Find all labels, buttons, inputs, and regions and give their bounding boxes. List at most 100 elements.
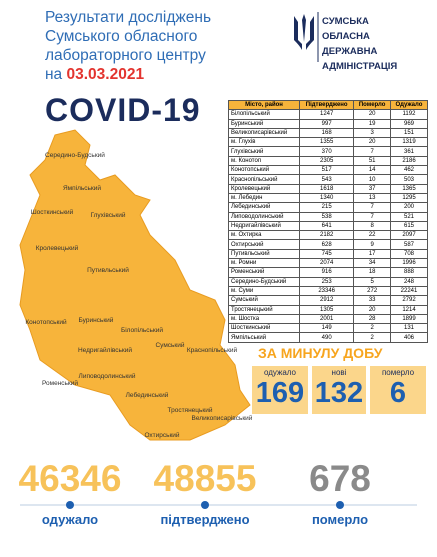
box-label: одужало xyxy=(263,368,297,377)
table-cell: 361 xyxy=(389,146,429,157)
table-cell: 14 xyxy=(353,165,391,176)
table-cell: м. Охтирка xyxy=(227,230,301,241)
table-cell: 7 xyxy=(353,202,391,213)
table-cell: Охтирський xyxy=(227,239,301,250)
table-row: м. Конотоп 2305 51 2186 xyxy=(227,155,429,167)
table-cell: 1295 xyxy=(389,192,429,204)
title-line: Результати досліджень xyxy=(45,9,212,26)
table-row: Буринський 997 19 969 xyxy=(227,118,429,129)
table-cell: 168 xyxy=(299,127,355,139)
region-label: Білопільський xyxy=(121,326,163,334)
table-cell: 20 xyxy=(353,109,391,120)
table-cell: 1305 xyxy=(299,304,355,315)
region-label: Кролевецький xyxy=(36,244,79,252)
table-cell: 370 xyxy=(299,146,355,157)
table-cell: 34 xyxy=(353,258,391,269)
table-cell: 503 xyxy=(389,174,429,185)
title-line: лабораторного центру xyxy=(45,47,206,64)
table-row: Липоводолинський 538 7 521 xyxy=(227,211,429,222)
table-row: Лебединський 215 7 200 xyxy=(227,202,429,213)
total-value: 46346 xyxy=(18,458,122,499)
region-label: Охтирський xyxy=(144,431,179,439)
table-cell: м. Суми xyxy=(227,285,301,297)
region-label: Тростянецький xyxy=(167,406,212,414)
region-label: Глухівський xyxy=(90,211,125,219)
table-cell: 22 xyxy=(353,230,391,241)
region-shape xyxy=(19,129,251,441)
table-cell: Липоводолинський xyxy=(227,211,301,222)
data-table: Місто, район Підтверджено Померло Одужало Бі… xyxy=(227,99,429,343)
table-cell: 1899 xyxy=(389,313,429,325)
table-cell: 248 xyxy=(389,276,429,287)
table-cell: Краснопільський xyxy=(227,174,301,185)
region-label: Шосткинський xyxy=(31,208,74,216)
table-cell: м. Шостка xyxy=(227,313,301,325)
total-label: одужало xyxy=(41,512,99,527)
table-cell: Середино-Будський xyxy=(227,276,301,287)
table-cell: 2186 xyxy=(389,155,429,167)
table-cell: 272 xyxy=(353,285,391,297)
table-cell: 33 xyxy=(353,295,391,306)
table-cell: 1340 xyxy=(299,192,355,204)
table-cell: 2305 xyxy=(299,155,355,167)
table-row: м. Шостка 2001 28 1899 xyxy=(227,313,429,325)
table-cell: 9 xyxy=(353,239,391,250)
region-labels: Середино-Будський Ямпільський Шосткинськ… xyxy=(25,151,252,439)
table-row: Шосткинський 149 2 131 xyxy=(227,323,429,334)
region-label: Роменський xyxy=(42,379,78,387)
daily-box: одужало 169 xyxy=(252,366,308,414)
table-row: Тростянецький 1305 20 1214 xyxy=(227,304,429,315)
table-row: Кролевецький 1618 37 1365 xyxy=(227,183,429,194)
header-row: Місто, район Підтверджено Померло Одужало xyxy=(227,99,429,111)
region-label: Краснопільський xyxy=(187,346,238,354)
map: Середино-Будський Ямпільський Шосткинськ… xyxy=(19,129,253,441)
table-cell: 1618 xyxy=(299,183,355,194)
table-cell: 969 xyxy=(389,118,429,129)
total-value: 48855 xyxy=(153,458,257,499)
column-header: Померло xyxy=(353,99,391,111)
region-label: Недригайлівський xyxy=(78,346,132,354)
region-label: Буринський xyxy=(79,316,114,324)
table-cell: 916 xyxy=(299,267,355,278)
table-cell: 7 xyxy=(353,146,391,157)
table-row: Білопільський 1247 20 1192 xyxy=(227,109,429,120)
table-cell: м. Конотоп xyxy=(227,155,301,167)
table-cell: 2074 xyxy=(299,258,355,269)
table-cell: 641 xyxy=(299,220,355,232)
table-cell: 543 xyxy=(299,174,355,185)
table-body: Білопільський 1247 20 1192 Буринський 997 19 96… xyxy=(227,109,429,343)
table-cell: 17 xyxy=(353,248,391,260)
table-cell: 2001 xyxy=(299,313,355,325)
table-cell: 13 xyxy=(353,192,391,204)
table-row: Недригайлівський 641 8 615 xyxy=(227,220,429,232)
table-row: Охтирський 628 9 587 xyxy=(227,239,429,250)
column-header: Одужало xyxy=(389,99,429,111)
date-line: на 03.03.2021 xyxy=(45,65,211,84)
table-row: м. Лебедин 1340 13 1295 xyxy=(227,192,429,204)
org-line: Сумська xyxy=(322,16,369,27)
table-cell: Роменський xyxy=(227,267,301,278)
table-cell: 1355 xyxy=(299,137,355,148)
region-label: Великописарівський xyxy=(192,414,253,422)
table-cell: Великописарівський xyxy=(227,127,301,139)
table-cell: 587 xyxy=(389,239,429,250)
org-name: Сумська обласна державна адміністрація xyxy=(322,14,397,74)
table-cell: 1247 xyxy=(299,109,355,120)
table-cell: 745 xyxy=(299,248,355,260)
total-label: померло xyxy=(311,512,369,527)
table-cell: м. Ромни xyxy=(227,258,301,269)
region-label: Конотопський xyxy=(25,318,67,326)
table-cell: Сумський xyxy=(227,295,301,306)
table-cell: 19 xyxy=(353,118,391,129)
table-cell: Конотопський xyxy=(227,165,301,176)
table-cell: 1214 xyxy=(389,304,429,315)
table-cell: 200 xyxy=(389,202,429,213)
table-row: м. Охтирка 2182 22 2097 xyxy=(227,230,429,241)
table-row: Путивльський 745 17 708 xyxy=(227,248,429,260)
daily-title: ЗА МИНУЛУ ДОБУ xyxy=(258,345,383,361)
table-cell: 521 xyxy=(389,211,429,222)
table-row: Роменський 916 18 888 xyxy=(227,267,429,278)
table-cell: 708 xyxy=(389,248,429,260)
table-cell: 615 xyxy=(389,220,429,232)
table-cell: 2097 xyxy=(389,230,429,241)
